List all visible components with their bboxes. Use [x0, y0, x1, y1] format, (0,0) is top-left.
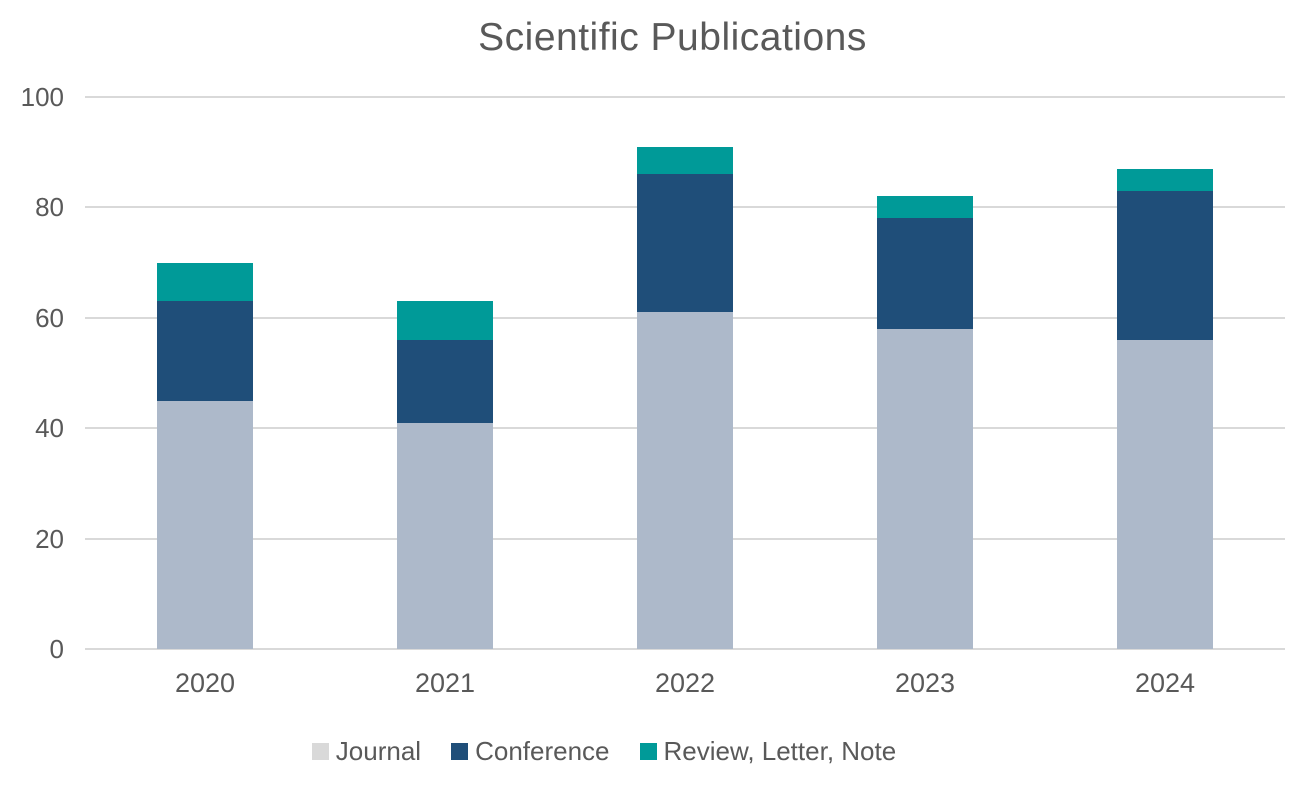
bar-segment-review-letter-note-2022 [637, 146, 733, 175]
bar-segment-journal-2021 [397, 422, 493, 649]
bar-segment-conference-2023 [877, 218, 973, 329]
bar-segment-conference-2020 [157, 301, 253, 401]
y-tick-label-60: 60 [35, 302, 64, 333]
legend-label-review-letter-note: Review, Letter, Note [663, 736, 897, 766]
chart-title: Scientific Publications [478, 16, 867, 59]
x-tick-label-2022: 2022 [654, 668, 716, 698]
bar-2022 [637, 146, 733, 649]
legend-item-review-letter-note: Review, Letter, Note [639, 736, 897, 767]
legend-swatch-conference [451, 743, 469, 760]
x-tick-label-2021: 2021 [414, 668, 476, 698]
legend-swatch-review-letter-note [639, 743, 657, 760]
bar-segment-review-letter-note-2021 [397, 301, 493, 340]
x-tick-label-2020: 2020 [174, 668, 236, 698]
legend-label-conference: Conference [475, 736, 610, 766]
x-tick-label-2023: 2023 [894, 668, 956, 698]
bar-2021 [397, 301, 493, 649]
bar-segment-journal-2024 [1117, 339, 1213, 649]
bar-segment-conference-2022 [637, 174, 733, 313]
x-tick-label-2024: 2024 [1134, 668, 1196, 698]
bar-segment-review-letter-note-2023 [877, 196, 973, 219]
legend-label-journal: Journal [335, 736, 422, 766]
bar-segment-review-letter-note-2024 [1117, 168, 1213, 191]
bar-segment-journal-2020 [157, 400, 253, 649]
bar-2023 [877, 196, 973, 649]
y-tick-label-20: 20 [35, 523, 64, 554]
legend-item-conference: Conference [451, 736, 610, 767]
gridline-100 [85, 96, 1285, 98]
y-tick-label-0: 0 [49, 634, 64, 664]
legend-swatch-journal [311, 743, 329, 760]
bar-2020 [157, 262, 253, 649]
bar-segment-journal-2022 [637, 312, 733, 649]
y-tick-label-80: 80 [35, 192, 64, 223]
y-tick-label-40: 40 [35, 413, 64, 444]
x-axis-line [85, 648, 1285, 650]
bar-segment-review-letter-note-2020 [157, 262, 253, 302]
bar-segment-conference-2021 [397, 339, 493, 423]
y-tick-label-100: 100 [20, 82, 64, 112]
bar-2024 [1117, 168, 1213, 649]
legend: Journal Conference Review, Letter, Note [0, 736, 1208, 767]
legend-item-journal: Journal [311, 736, 422, 767]
bar-segment-conference-2024 [1117, 190, 1213, 340]
plot-area [85, 96, 1285, 650]
bar-segment-journal-2023 [877, 328, 973, 649]
